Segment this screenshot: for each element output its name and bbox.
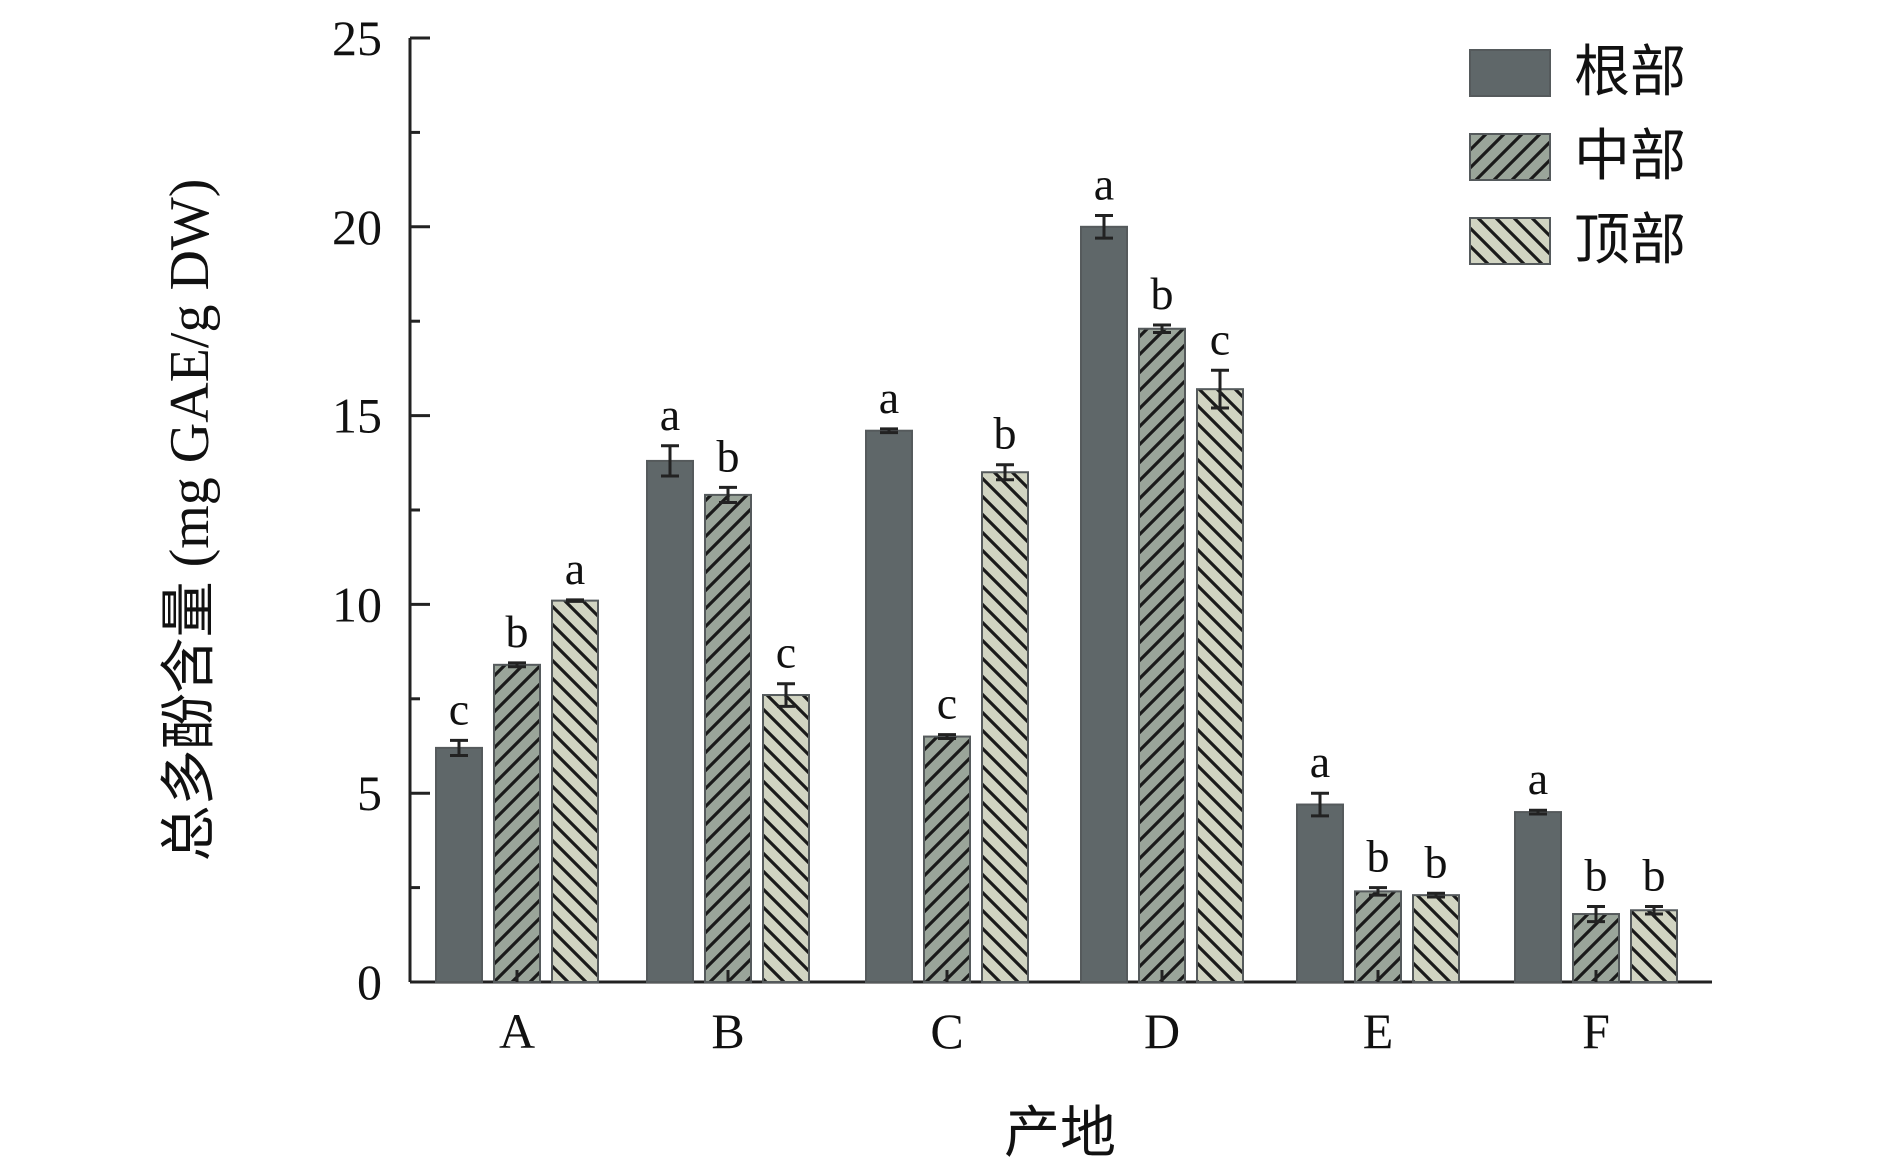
bar-E-series-3 — [1412, 894, 1460, 983]
error-bar — [719, 485, 737, 504]
significance-letter: b — [1425, 836, 1448, 887]
bar-F-series-3 — [1630, 909, 1678, 983]
bar-C-series-2 — [923, 735, 971, 983]
error-bar — [1369, 886, 1387, 897]
bar-B-series-3 — [762, 694, 810, 983]
bar-group-C: a c b — [865, 372, 1029, 984]
significance-letter: a — [565, 543, 585, 594]
x-axis-title: 产地 — [1004, 1103, 1116, 1165]
error-bar — [938, 733, 956, 740]
significance-letter: b — [506, 606, 529, 657]
error-bar — [1427, 891, 1445, 899]
y-tick-label: 5 — [357, 765, 382, 821]
error-bar — [777, 682, 795, 708]
bar-E-series-1 — [1296, 803, 1344, 984]
significance-letter: c — [937, 678, 957, 729]
legend-label-1: 根部 — [1574, 42, 1686, 104]
significance-letter: a — [879, 372, 899, 423]
error-bar — [508, 661, 526, 669]
significance-letter: b — [1151, 268, 1174, 319]
significance-letter: a — [1094, 158, 1114, 209]
error-bar — [1153, 323, 1171, 335]
x-category-label: F — [1582, 1003, 1610, 1059]
legend-swatch-1 — [1469, 49, 1551, 97]
x-category-label: A — [499, 1003, 535, 1059]
legend-swatch-3 — [1469, 217, 1551, 265]
bar-B-series-2 — [704, 493, 752, 983]
error-bar — [1587, 904, 1605, 924]
bar-D-series-1 — [1080, 225, 1128, 984]
significance-letter: b — [717, 430, 740, 481]
bar-A-series-2 — [493, 663, 541, 983]
y-ticks: 0 5 10 15 20 25 — [332, 10, 430, 1010]
significance-letter: c — [449, 683, 469, 734]
significance-letter: b — [1367, 831, 1390, 882]
significance-letter: c — [776, 627, 796, 678]
x-category-label: B — [711, 1003, 744, 1059]
error-bar — [1311, 791, 1329, 818]
error-bar — [1095, 213, 1113, 240]
error-bar — [880, 427, 898, 435]
x-category-label: E — [1363, 1003, 1394, 1059]
bar-C-series-1 — [865, 429, 913, 984]
bar-D-series-2 — [1138, 327, 1186, 983]
legend-swatch-2 — [1469, 133, 1551, 181]
legend-label-3: 顶部 — [1574, 210, 1686, 272]
x-category-label: C — [930, 1003, 963, 1059]
bar-group-E: ab b — [1296, 736, 1460, 984]
bar-E-series-2 — [1354, 890, 1402, 983]
bar-A-series-1 — [435, 746, 483, 983]
significance-letter: c — [1210, 313, 1230, 364]
y-tick-label: 15 — [332, 388, 382, 444]
bar-group-F: ab b — [1514, 753, 1678, 984]
bar-F-series-1 — [1514, 811, 1562, 984]
legend-label-2: 中部 — [1574, 126, 1686, 188]
significance-letter: b — [1585, 849, 1608, 900]
y-tick-label: 10 — [332, 576, 382, 632]
significance-letter: b — [994, 408, 1017, 459]
bar-group-B: ab c — [646, 389, 810, 983]
bar-A-series-3 — [551, 599, 599, 984]
significance-letter: a — [660, 389, 680, 440]
significance-letter: b — [1643, 849, 1666, 900]
error-bar — [661, 444, 679, 478]
bar-group-A: cba — [435, 543, 599, 984]
bar-B-series-1 — [646, 459, 694, 983]
error-bar — [1211, 368, 1229, 410]
bar-D-series-3 — [1196, 388, 1244, 983]
significance-letter: a — [1310, 736, 1330, 787]
error-bar — [1645, 904, 1663, 916]
error-bar — [450, 738, 468, 757]
error-bar — [566, 598, 584, 603]
y-tick-label: 25 — [332, 10, 382, 66]
y-tick-label: 20 — [332, 199, 382, 255]
significance-letter: a — [1528, 753, 1548, 804]
error-bar — [1529, 808, 1547, 816]
bar-C-series-3 — [981, 471, 1029, 983]
y-tick-label: 0 — [357, 954, 382, 1010]
bar-group-D: a bc — [1080, 158, 1244, 984]
y-axis-title: 总多酚含量 (mg GAE/g DW) — [159, 179, 221, 862]
x-category-label: D — [1144, 1003, 1180, 1059]
x-category-labels: A B C D E F — [499, 970, 1610, 1059]
error-bar — [996, 463, 1014, 482]
